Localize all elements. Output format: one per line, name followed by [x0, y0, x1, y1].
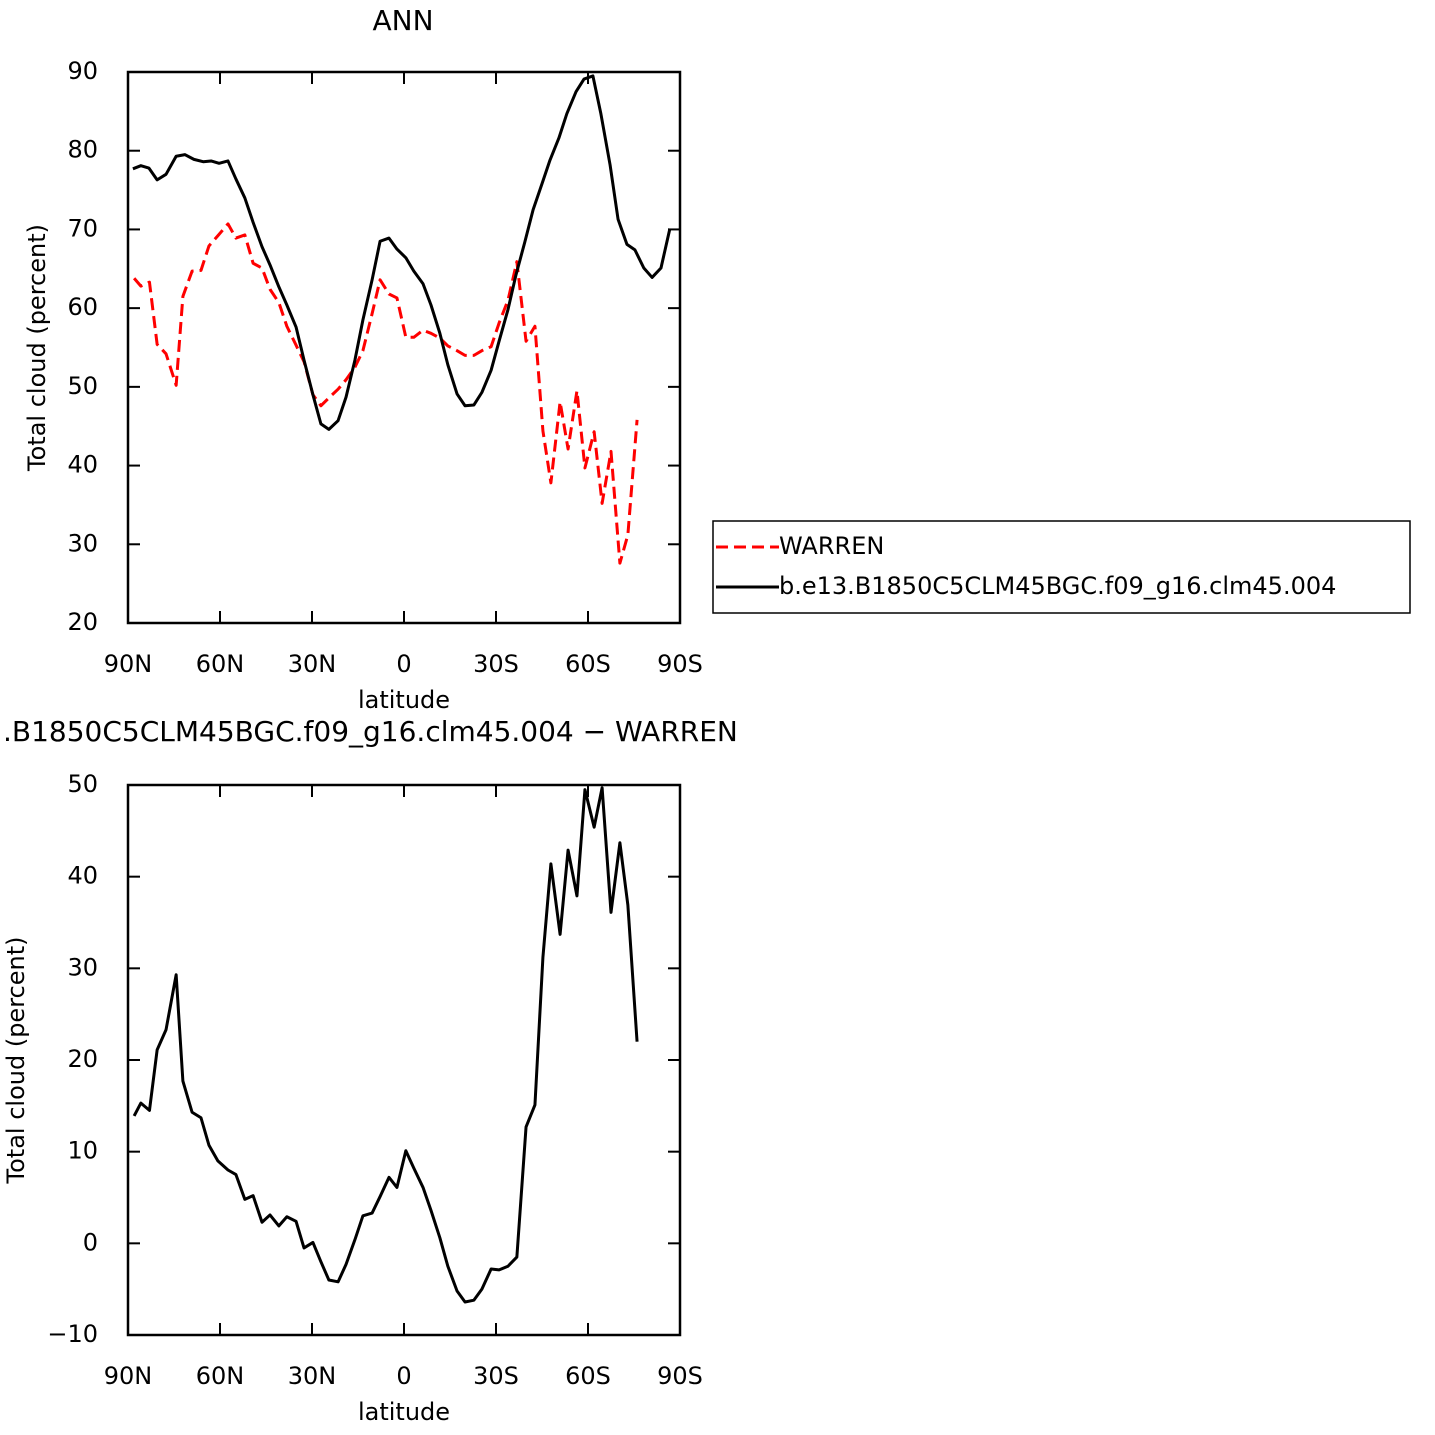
x-tick-label: 90S: [657, 650, 703, 678]
y-tick-label: 40: [67, 862, 98, 890]
y-tick-label: −10: [47, 1320, 98, 1348]
data-line: [132, 74, 672, 431]
y-tick-label: 30: [67, 529, 98, 557]
y-tick-label: 0: [83, 1228, 98, 1256]
x-tick-label: 60S: [565, 1362, 611, 1390]
chart-title: .B1850C5CLM45BGC.f09_g16.clm45.004 − WAR…: [3, 715, 738, 748]
legend-label: WARREN: [779, 532, 884, 560]
chart-title: ANN: [372, 4, 433, 37]
x-tick-label: 30S: [473, 650, 519, 678]
y-tick-label: 70: [67, 214, 98, 242]
x-tick-label: 90N: [104, 650, 153, 678]
y-axis-label: Total cloud (percent): [2, 937, 30, 1185]
x-tick-label: 0: [396, 650, 411, 678]
y-tick-label: 10: [67, 1137, 98, 1165]
x-tick-label: 30S: [473, 1362, 519, 1390]
y-tick-label: 50: [67, 770, 98, 798]
y-tick-label: 50: [67, 372, 98, 400]
x-tick-label: 90N: [104, 1362, 153, 1390]
y-tick-label: 90: [67, 57, 98, 85]
x-axis-label: latitude: [358, 1398, 450, 1426]
x-tick-label: 60N: [196, 1362, 245, 1390]
y-tick-label: 60: [67, 293, 98, 321]
legend-label: b.e13.B1850C5CLM45BGC.f09_g16.clm45.004: [779, 572, 1336, 600]
x-tick-label: 0: [396, 1362, 411, 1390]
plot-frame: [126, 783, 682, 1337]
y-axis-label: Total cloud (percent): [23, 224, 51, 472]
y-tick-label: 20: [67, 1045, 98, 1073]
legend-box: [712, 520, 1411, 614]
y-tick-label: 30: [67, 953, 98, 981]
data-line: [132, 222, 639, 565]
x-tick-label: 60N: [196, 650, 245, 678]
x-tick-label: 30N: [288, 1362, 337, 1390]
y-tick-label: 80: [67, 136, 98, 164]
plot-frame: [126, 70, 682, 625]
y-tick-label: 40: [67, 451, 98, 479]
data-line: [132, 786, 639, 1304]
x-tick-label: 30N: [288, 650, 337, 678]
y-tick-label: 20: [67, 608, 98, 636]
x-tick-label: 60S: [565, 650, 611, 678]
x-axis-label: latitude: [358, 686, 450, 714]
x-tick-label: 90S: [657, 1362, 703, 1390]
